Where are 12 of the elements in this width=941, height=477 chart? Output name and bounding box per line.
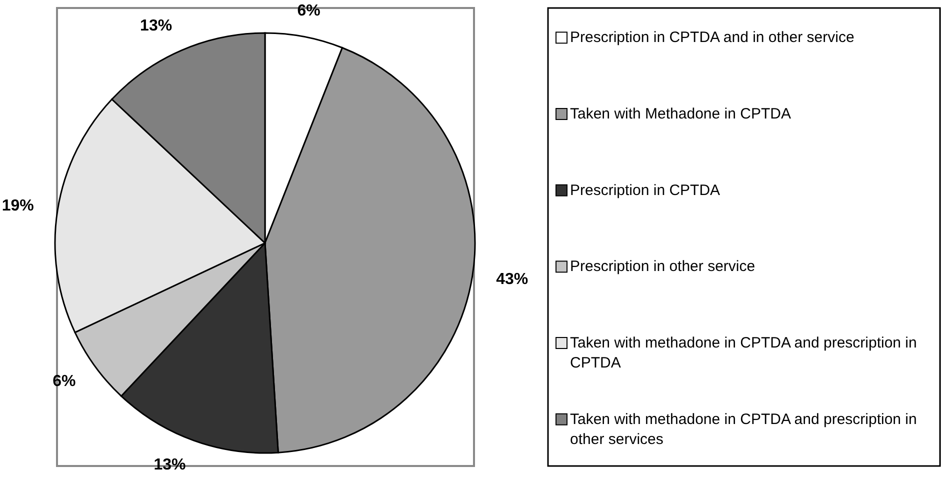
data-label: 6% <box>297 2 320 20</box>
data-label: 13% <box>154 456 186 474</box>
data-label: 13% <box>140 18 172 35</box>
legend-label: Taken with methadone in CPTDA and prescription in other services <box>570 410 917 448</box>
legend-label: Taken with methadone in CPTDA and prescription in CPTDA <box>570 334 917 372</box>
legend-label: Prescription in other service <box>570 258 756 276</box>
legend-label: Prescription in CPTDA and in other service <box>570 29 854 46</box>
data-label: 6% <box>52 372 76 390</box>
legend-label: Prescription in CPTDA <box>570 182 720 199</box>
data-label: 19% <box>2 197 34 214</box>
data-label: 43% <box>496 271 528 288</box>
legend-label: Taken with Methadone in CPTDA <box>570 105 791 122</box>
